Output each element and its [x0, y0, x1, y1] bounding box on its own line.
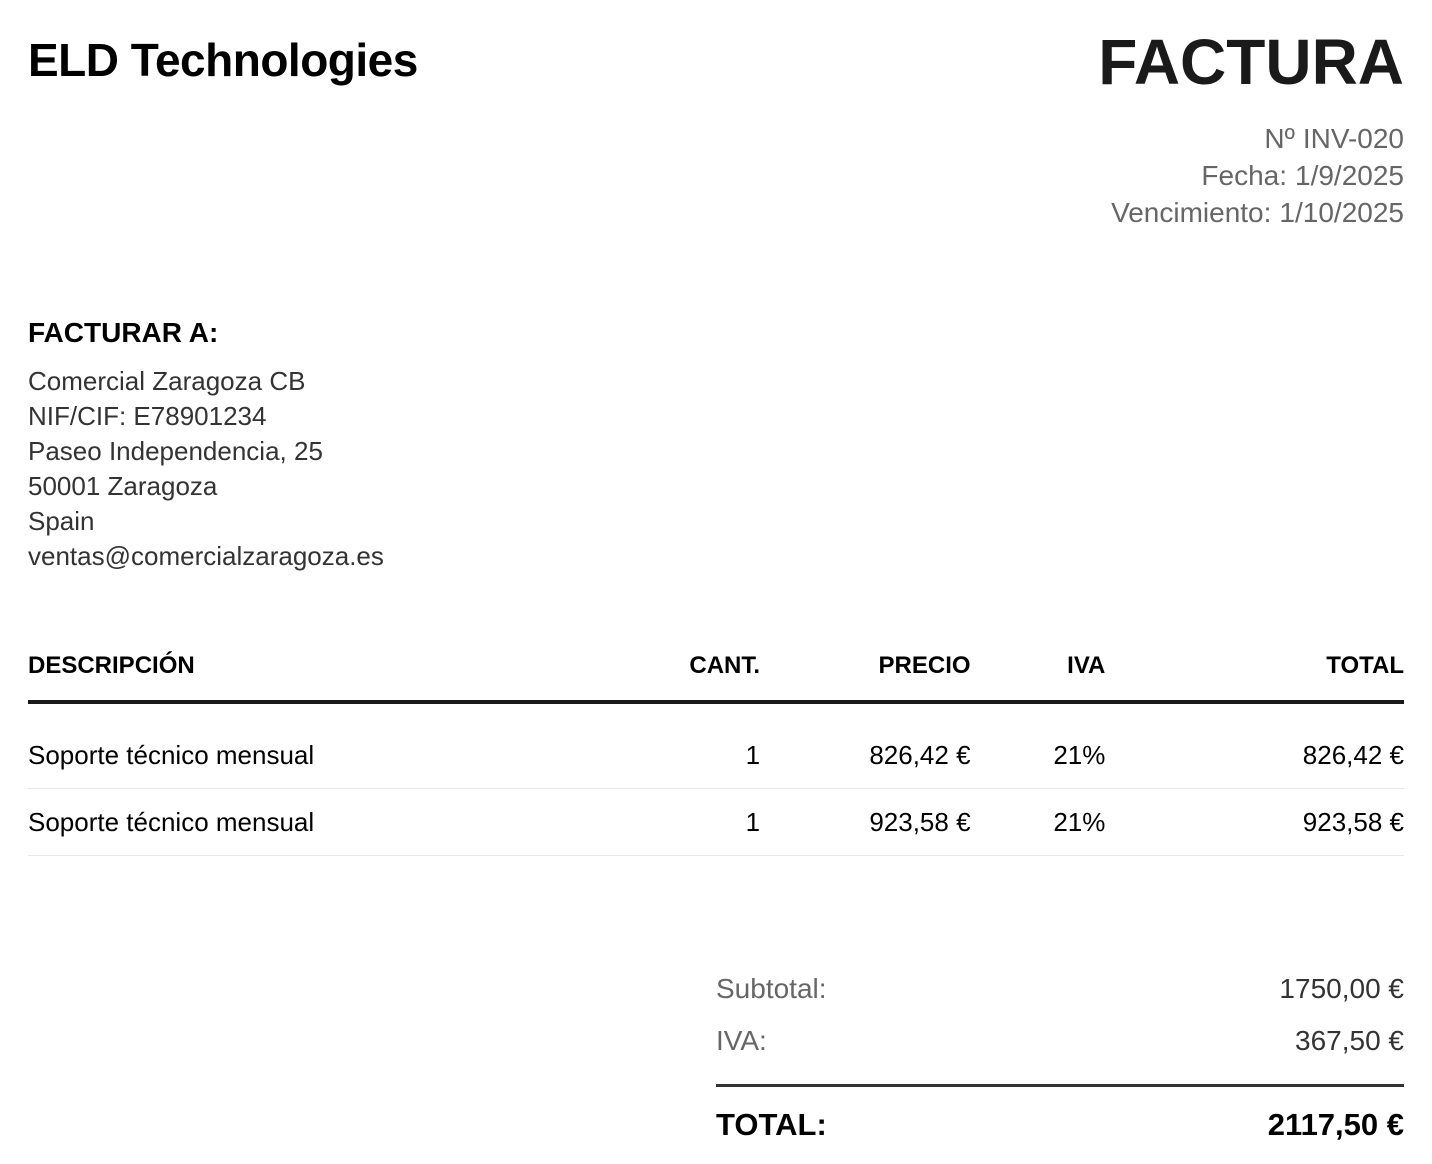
- invoice-due-date: Vencimiento: 1/10/2025: [1098, 194, 1404, 231]
- item-price: 923,58 €: [760, 788, 971, 856]
- table-row: Soporte técnico mensual 1 826,42 € 21% 8…: [28, 702, 1404, 789]
- grand-total-row: TOTAL: 2117,50 €: [716, 1107, 1404, 1143]
- tax-row: IVA: 367,50 €: [716, 1026, 1404, 1056]
- items-table: DESCRIPCIÓN CANT. PRECIO IVA TOTAL Sopor…: [28, 652, 1404, 856]
- bill-to-section: FACTURAR A: Comercial Zaragoza CB NIF/CI…: [28, 315, 1404, 574]
- invoice-date-label: Fecha:: [1201, 160, 1287, 191]
- item-tax: 21%: [970, 788, 1106, 856]
- invoice-due-date-value: 1/10/2025: [1279, 197, 1404, 228]
- item-quantity: 1: [660, 702, 761, 789]
- column-header-price: PRECIO: [760, 652, 971, 704]
- address-city: 50001 Zaragoza: [28, 471, 218, 501]
- subtotal-label: Subtotal:: [716, 973, 827, 1004]
- company-name: ELD Technologies: [28, 34, 418, 86]
- subtotal-value: 1750,00 €: [1279, 973, 1404, 1004]
- item-description: Soporte técnico mensual: [28, 788, 661, 856]
- total-divider: [716, 1084, 1404, 1087]
- invoice-due-date-label: Vencimiento:: [1111, 197, 1272, 228]
- address-country: Spain: [28, 506, 95, 536]
- totals-section: Subtotal: 1750,00 € IVA: 367,50 € TOTAL:…: [716, 974, 1404, 1143]
- invoice-number: Nº INV-020: [1098, 120, 1404, 157]
- item-tax: 21%: [970, 702, 1106, 789]
- table-row: Soporte técnico mensual 1 923,58 € 21% 9…: [28, 788, 1404, 856]
- item-total: 826,42 €: [1105, 702, 1404, 789]
- item-quantity: 1: [660, 788, 761, 856]
- invoice-number-value: INV-020: [1302, 123, 1404, 154]
- subtotal-row: Subtotal: 1750,00 €: [716, 974, 1404, 1004]
- column-header-quantity: CANT.: [660, 652, 761, 704]
- item-description: Soporte técnico mensual: [28, 702, 661, 789]
- tax-value: 367,50 €: [1295, 1025, 1404, 1056]
- invoice-date-value: 1/9/2025: [1295, 160, 1404, 191]
- invoice-header-right: FACTURA Nº INV-020 Fecha: 1/9/2025 Vencimi…: [1098, 30, 1404, 231]
- grand-total-label: TOTAL:: [716, 1107, 827, 1142]
- address-email: ventas@comercialzaragoza.es: [28, 541, 384, 571]
- invoice-date: Fecha: 1/9/2025: [1098, 157, 1404, 194]
- grand-total-value: 2117,50 €: [1267, 1107, 1404, 1142]
- invoice-number-label: Nº: [1264, 123, 1295, 154]
- invoice-title: FACTURA: [1098, 26, 1404, 98]
- invoice-meta: Nº INV-020 Fecha: 1/9/2025 Vencimiento: 1/1…: [1098, 120, 1404, 231]
- invoice-header: ELD Technologies FACTURA Nº INV-020 Fecha…: [28, 30, 1404, 231]
- address-tax-id: NIF/CIF: E78901234: [28, 401, 267, 431]
- item-total: 923,58 €: [1105, 788, 1404, 856]
- column-header-description: DESCRIPCIÓN: [28, 652, 661, 704]
- bill-to-address: Comercial Zaragoza CB NIF/CIF: E78901234…: [28, 364, 1404, 574]
- items-table-header-row: DESCRIPCIÓN CANT. PRECIO IVA TOTAL: [28, 652, 1404, 704]
- column-header-tax: IVA: [970, 652, 1106, 704]
- item-price: 826,42 €: [760, 702, 971, 789]
- column-header-total: TOTAL: [1105, 652, 1404, 704]
- address-company: Comercial Zaragoza CB: [28, 366, 306, 396]
- bill-to-heading: FACTURAR A:: [28, 317, 219, 348]
- items-table-header: DESCRIPCIÓN CANT. PRECIO IVA TOTAL: [28, 652, 1404, 704]
- tax-label: IVA:: [716, 1025, 767, 1056]
- address-street: Paseo Independencia, 25: [28, 436, 323, 466]
